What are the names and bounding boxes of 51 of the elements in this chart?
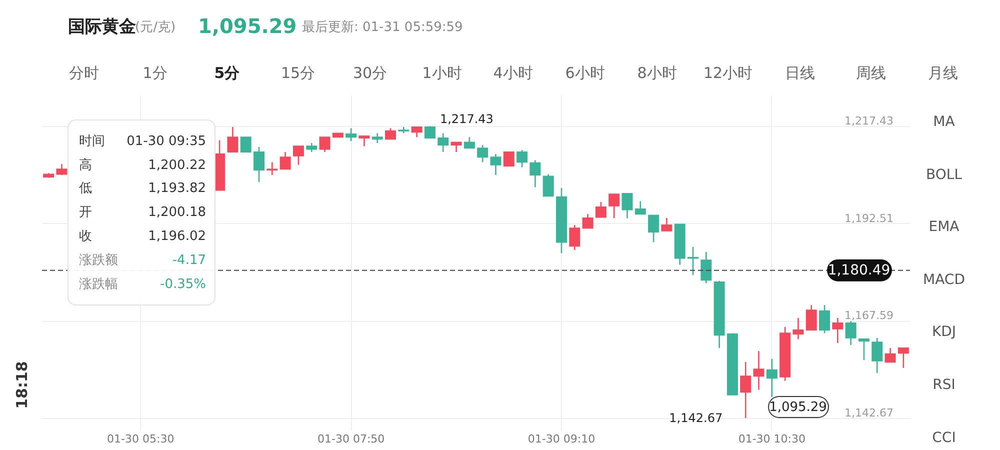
- y-tick-label: 1,217.43: [844, 114, 894, 128]
- x-tick-label: 01-30 09:10: [528, 432, 596, 446]
- annotation: 1,142.67: [669, 411, 723, 426]
- text: 4小时: [493, 64, 533, 82]
- annotation: 开: [79, 205, 92, 220]
- y-tick-label: 1,192.51: [844, 212, 894, 225]
- y-tick-label: 1,167.59: [844, 309, 894, 322]
- annotation: 1,095.29: [769, 400, 827, 415]
- text: 分时: [69, 64, 99, 82]
- annotation: 1,217.43: [440, 112, 494, 126]
- text: 1小时: [422, 64, 462, 82]
- text: 1分: [142, 64, 168, 82]
- text: BOLL: [926, 167, 962, 183]
- text: 12小时: [703, 64, 753, 82]
- y-tick-label: 1,142.67: [844, 406, 894, 420]
- text: CCI: [932, 430, 956, 446]
- text: 6小时: [565, 64, 605, 82]
- annotation: 1,200.18: [148, 205, 206, 220]
- x-tick-label: 01-30 10:30: [738, 432, 806, 446]
- annotation: 01-30 09:35: [126, 134, 206, 149]
- text: EMA: [928, 219, 960, 235]
- text: 周线: [856, 64, 886, 82]
- text: (元/克): [135, 20, 176, 35]
- annotation: 收: [79, 229, 92, 244]
- annotation: 高: [79, 157, 92, 173]
- text: 月线: [928, 64, 958, 82]
- annotation: -0.35%: [160, 277, 206, 292]
- text: 5分: [214, 64, 241, 82]
- annotation: 1,196.02: [148, 229, 206, 244]
- annotation: 涨跌幅: [79, 277, 118, 292]
- ref-line-label: 1,180.49: [828, 262, 890, 278]
- text: 最后更新: 01-31 05:59:59: [302, 20, 463, 35]
- annotation: 时间: [79, 134, 105, 149]
- text: MACD: [923, 272, 965, 288]
- annotation: -4.17: [172, 253, 206, 268]
- text: RSI: [932, 377, 956, 393]
- text: KDJ: [932, 324, 956, 340]
- annotation: 低: [79, 181, 92, 196]
- chart-title: 国际黄金: [68, 17, 136, 37]
- text: 15分: [280, 64, 316, 82]
- annotation: 涨跌额: [79, 253, 118, 268]
- text: 18:18: [13, 361, 31, 409]
- x-tick-label: 01-30 05:30: [107, 432, 174, 446]
- annotation: 1,193.82: [148, 181, 206, 196]
- text: MA: [933, 114, 956, 130]
- text: 30分: [352, 64, 388, 82]
- text: 1,095.29: [198, 14, 297, 38]
- text: 日线: [785, 64, 815, 82]
- text: 8小时: [637, 64, 677, 82]
- annotation: 1,200.22: [148, 158, 206, 173]
- x-tick-label: 01-30 07:50: [317, 432, 385, 446]
